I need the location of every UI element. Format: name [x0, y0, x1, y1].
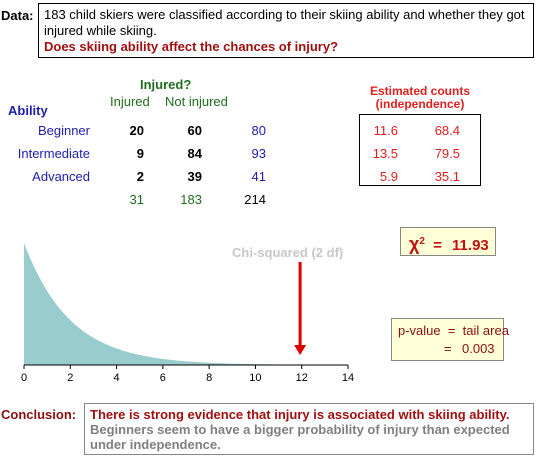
- x-tick-label: 0: [21, 372, 27, 384]
- est-beginner-not-injured: 68.4: [434, 123, 460, 138]
- p-value-value: 0.003: [462, 341, 495, 356]
- statistic-arrow-head: [294, 345, 307, 355]
- x-tick-label: 14: [342, 372, 354, 384]
- chi-square-density-chart: 0 2 4 6 8 10 12 14 Chi-squared (2 df): [21, 243, 354, 384]
- total-intermediate: 93: [251, 146, 266, 161]
- p-value-equals: =: [444, 341, 452, 356]
- col-total-injured: 31: [129, 192, 144, 207]
- row-label-intermediate: Intermediate: [17, 146, 90, 161]
- p-value-box: p-value = tail area = 0.003: [391, 318, 509, 361]
- x-tick-label: 6: [160, 372, 166, 384]
- x-tick-label: 2: [67, 372, 73, 384]
- x-tick-label: 12: [296, 372, 308, 384]
- chi-square-value: 11.93: [452, 237, 489, 254]
- cell-beginner-not-injured: 60: [187, 123, 202, 138]
- data-description-box: 183 child skiers were classified accordi…: [38, 3, 534, 58]
- estimated-counts-box: [359, 114, 481, 186]
- chi-symbol: χ: [409, 234, 420, 254]
- research-question: Does skiing ability affect the chances o…: [44, 39, 339, 54]
- est-advanced-injured: 5.9: [379, 169, 398, 184]
- conclusion-box: There is strong evidence that injury is …: [84, 403, 534, 455]
- row-label-advanced: Advanced: [32, 169, 90, 184]
- data-label: Data:: [1, 8, 34, 23]
- conclusion-line-1: There is strong evidence that injury is …: [90, 407, 510, 422]
- density-area: [24, 243, 348, 365]
- est-intermediate-injured: 13.5: [372, 146, 398, 161]
- chi-superscript: 2: [419, 236, 425, 247]
- column-variable-title: Injured?: [140, 77, 192, 92]
- conclusion-line-2: Beginners seem to have a bigger probabil…: [90, 422, 510, 452]
- estimated-title-line2: (independence): [375, 97, 465, 111]
- cell-intermediate-not-injured: 84: [187, 146, 202, 161]
- cell-beginner-injured: 20: [129, 123, 144, 138]
- cell-advanced-not-injured: 39: [187, 169, 202, 184]
- cell-advanced-injured: 2: [136, 169, 144, 184]
- conclusion-label: Conclusion:: [1, 407, 77, 422]
- x-ticks: 0 2 4 6 8 10 12 14: [21, 365, 354, 384]
- grand-total: 214: [244, 192, 266, 207]
- est-beginner-injured: 11.6: [373, 123, 398, 138]
- chi-equals: =: [433, 237, 442, 254]
- est-intermediate-not-injured: 79.5: [434, 146, 460, 161]
- est-advanced-not-injured: 35.1: [434, 169, 460, 184]
- col-total-not-injured: 183: [180, 192, 202, 207]
- estimated-title-line1: Estimated counts: [369, 84, 471, 98]
- cell-intermediate-injured: 9: [136, 146, 144, 161]
- total-beginner: 80: [251, 123, 266, 138]
- col-header-injured: Injured: [110, 94, 150, 109]
- chi-square-statistic-box: χ2 = 11.93: [400, 227, 496, 256]
- estimated-counts-title: Estimated counts (independence): [359, 85, 481, 111]
- p-value-label: p-value = tail area: [398, 323, 509, 338]
- data-description: 183 child skiers were classified accordi…: [44, 7, 525, 38]
- x-tick-label: 4: [114, 372, 120, 384]
- col-header-not-injured: Not injured: [165, 94, 228, 109]
- x-tick-label: 10: [249, 372, 261, 384]
- total-advanced: 41: [251, 169, 266, 184]
- row-variable-title: Ability: [8, 103, 48, 118]
- x-tick-label: 8: [206, 372, 212, 384]
- chart-title: Chi-squared (2 df): [232, 245, 343, 260]
- row-label-beginner: Beginner: [37, 123, 90, 138]
